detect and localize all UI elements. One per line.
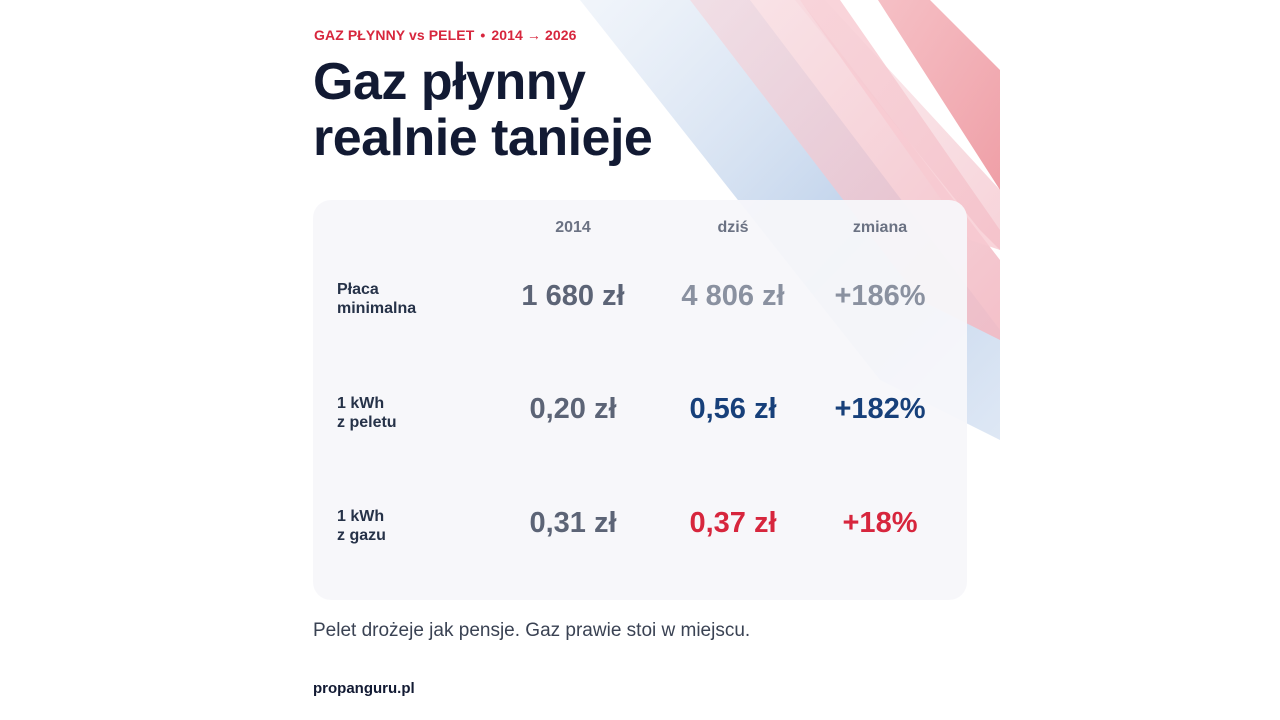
cell-gas-2014: 0,31 zł bbox=[529, 507, 617, 539]
cell-pellet-change: +182% bbox=[834, 393, 926, 425]
comparison-table-panel bbox=[313, 200, 967, 600]
row-label-line: 1 kWh bbox=[337, 395, 385, 412]
cell-wage-change: +186% bbox=[834, 280, 926, 312]
row-label-line: z peletu bbox=[337, 414, 397, 431]
cell-pellet-today: 0,56 zł bbox=[689, 393, 777, 425]
title-line-2: realnie tanieje bbox=[313, 109, 653, 167]
kicker: GAZ PŁYNNY vs PELET • 2014 → 2026 bbox=[314, 27, 577, 43]
brand-link[interactable]: propanguru.pl bbox=[313, 680, 415, 697]
row-label-line: z gazu bbox=[337, 527, 386, 544]
row-label-line: minimalna bbox=[337, 300, 417, 317]
summary-text: Pelet drożeje jak pensje. Gaz prawie sto… bbox=[313, 620, 751, 641]
row-label-gas-kwh: 1 kWh z gazu bbox=[337, 507, 386, 545]
kicker-topic: GAZ PŁYNNY vs PELET bbox=[314, 27, 475, 43]
cell-pellet-2014: 0,20 zł bbox=[529, 393, 617, 425]
column-header-today: dziś bbox=[717, 219, 749, 236]
row-label-minimum-wage: Płaca minimalna bbox=[337, 280, 416, 318]
cell-wage-2014: 1 680 zł bbox=[521, 280, 625, 312]
row-label-line: 1 kWh bbox=[337, 508, 385, 525]
title-line-1: Gaz płynny bbox=[313, 53, 586, 111]
cell-gas-today: 0,37 zł bbox=[689, 507, 777, 539]
kicker-separator: • bbox=[480, 27, 486, 43]
column-header-2014: 2014 bbox=[555, 219, 591, 236]
infographic-card: GAZ PŁYNNY vs PELET • 2014 → 2026 Gaz płyn… bbox=[280, 0, 1000, 720]
page-title: Gaz płynny realnie tanieje bbox=[313, 53, 653, 167]
kicker-years: 2014 → 2026 bbox=[491, 27, 577, 43]
row-label-pellet-kwh: 1 kWh z peletu bbox=[337, 394, 397, 432]
cell-wage-today: 4 806 zł bbox=[681, 280, 785, 312]
row-label-line: Płaca bbox=[337, 281, 379, 298]
column-header-change: zmiana bbox=[852, 219, 908, 236]
cell-gas-change: +18% bbox=[842, 507, 918, 539]
